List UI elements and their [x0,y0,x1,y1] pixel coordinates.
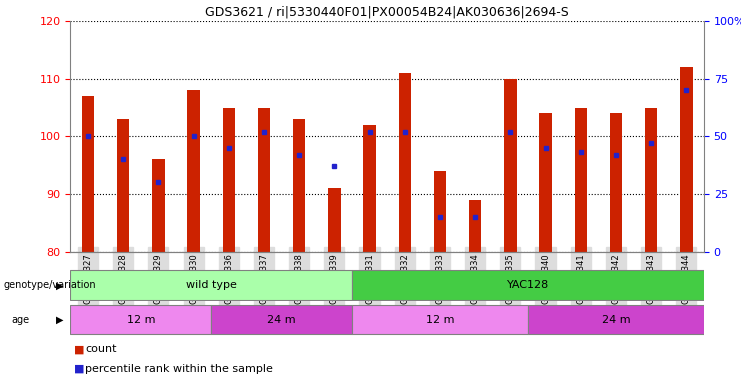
Text: 12 m: 12 m [127,314,155,325]
Bar [469,200,482,252]
Bar [82,96,94,252]
Text: percentile rank within the sample: percentile rank within the sample [85,364,273,374]
Text: ■: ■ [74,344,84,354]
Bar [211,305,352,334]
Bar [610,113,622,252]
Text: wild type: wild type [186,280,236,290]
Text: genotype/variation: genotype/variation [4,280,96,290]
Text: 24 m: 24 m [268,314,296,325]
Bar [433,171,446,252]
Bar [187,90,200,252]
Bar [363,125,376,252]
Text: ▶: ▶ [56,315,64,325]
Bar [293,119,305,252]
Bar [680,67,693,252]
Text: ■: ■ [74,364,84,374]
Bar [352,305,528,334]
Bar [70,305,211,334]
Bar [70,270,352,300]
Bar [399,73,411,252]
Bar [222,108,235,252]
Bar [152,159,165,252]
Text: YAC128: YAC128 [507,280,549,290]
Bar [539,113,552,252]
Text: 12 m: 12 m [426,314,454,325]
Bar [574,108,587,252]
Bar [528,305,704,334]
Bar [504,79,516,252]
Bar [328,188,341,252]
Bar [645,108,657,252]
Text: ▶: ▶ [56,280,64,290]
Bar [258,108,270,252]
Text: 24 m: 24 m [602,314,631,325]
Title: GDS3621 / ri|5330440F01|PX00054B24|AK030636|2694-S: GDS3621 / ri|5330440F01|PX00054B24|AK030… [205,5,569,18]
Text: age: age [11,315,29,325]
Text: count: count [85,344,117,354]
Bar [352,270,704,300]
Bar [117,119,130,252]
